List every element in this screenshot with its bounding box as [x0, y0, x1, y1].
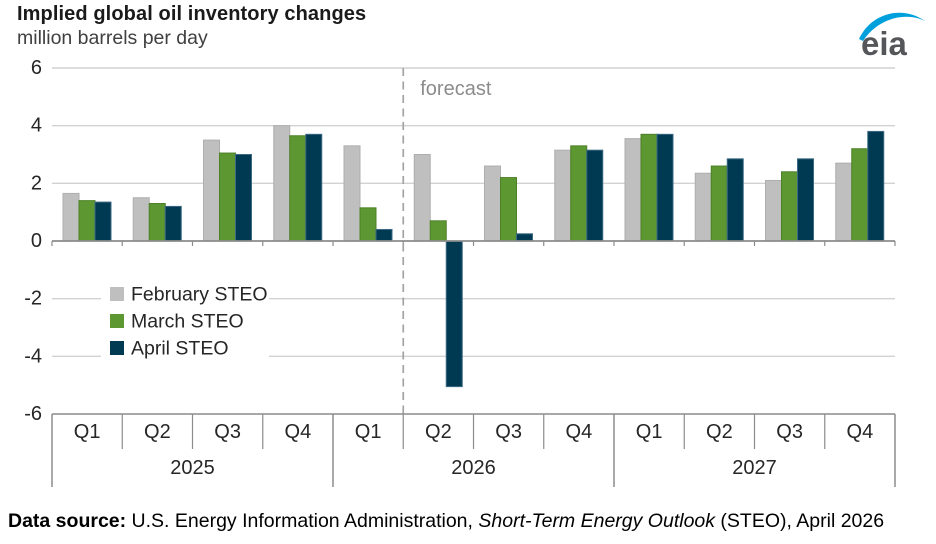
- bar-april-q2-2025: [164, 205, 182, 242]
- y-axis-tick-label: 4: [31, 115, 42, 137]
- bar-march-q2-2025: [148, 203, 166, 242]
- legend-swatch-march: [110, 314, 124, 328]
- bar-april-q3-2025: [235, 154, 252, 242]
- year-label: 2025: [170, 457, 215, 479]
- bar-february-q1-2027: [624, 138, 642, 242]
- quarter-label: Q3: [776, 421, 803, 443]
- chart-title: Implied global oil inventory changes: [17, 3, 367, 25]
- bar-march-q2-2026: [429, 220, 447, 242]
- y-axis-tick-label: 2: [31, 172, 42, 194]
- quarter-label: Q3: [495, 421, 522, 443]
- eia-logo-swoosh-icon: [859, 12, 925, 41]
- bar-march-q2-2027: [710, 165, 728, 242]
- bar-april-q1-2026: [375, 228, 393, 242]
- bar-april-q2-2027: [726, 158, 744, 242]
- forecast-label: forecast: [420, 78, 492, 100]
- data-source-text: U.S. Energy Information Administration,: [126, 510, 479, 532]
- bar-march-q4-2026: [570, 145, 588, 242]
- bar-april-q1-2025: [94, 201, 112, 242]
- bar-chart: 6 4 2 0 -2 -4 -6 forecast February STEO March STE…: [24, 57, 896, 487]
- bar-march-q1-2025: [78, 200, 96, 242]
- eia-logo-graphic: eia: [859, 12, 925, 62]
- legend-label: February STEO: [131, 284, 268, 306]
- bar-february-q1-2026: [343, 145, 361, 242]
- quarter-label: Q3: [214, 421, 241, 443]
- bar-april-q4-2026: [586, 149, 604, 242]
- bar-march-q3-2025: [219, 152, 236, 242]
- legend-swatch-april: [110, 341, 124, 355]
- quarter-label: Q2: [425, 421, 452, 443]
- bar-february-q3-2027: [765, 179, 782, 242]
- legend-background: [101, 280, 269, 360]
- bar-february-q2-2026: [413, 154, 431, 242]
- data-source-label: Data source:: [8, 510, 127, 532]
- quarter-label: Q4: [847, 421, 874, 443]
- bar-march-q4-2025: [289, 135, 307, 242]
- bar-april-q3-2027: [797, 158, 814, 242]
- bar-march-q4-2027: [851, 148, 869, 242]
- bar-february-q3-2025: [203, 139, 220, 242]
- quarter-label: Q4: [285, 421, 312, 443]
- legend-swatch-february: [110, 287, 124, 301]
- eia-logo-text: eia: [861, 25, 908, 62]
- quarter-label: Q1: [74, 421, 101, 443]
- data-source-date: (STEO), April 2026: [715, 510, 885, 532]
- legend-label: March STEO: [131, 311, 244, 333]
- quarter-label: Q2: [706, 421, 733, 443]
- quarter-label: Q4: [566, 421, 593, 443]
- year-label: 2027: [732, 457, 777, 479]
- bar-april-q3-2026: [516, 233, 533, 242]
- y-axis-tick-label: -6: [24, 403, 42, 425]
- quarter-label: Q2: [144, 421, 171, 443]
- y-axis-tick-label: 0: [31, 230, 42, 252]
- y-axis-tick-label: -4: [24, 345, 42, 367]
- bar-march-q1-2026: [359, 207, 377, 242]
- legend-label: April STEO: [131, 338, 229, 360]
- bar-march-q1-2027: [640, 133, 658, 242]
- bar-april-q4-2027: [867, 130, 885, 242]
- bar-february-q4-2027: [835, 162, 853, 242]
- bar-february-q1-2025: [62, 192, 80, 242]
- chart-subtitle: million barrels per day: [17, 27, 208, 49]
- bar-april-q1-2027: [656, 133, 674, 242]
- y-axis-tick-label: 6: [31, 57, 42, 79]
- bar-february-q2-2027: [694, 172, 712, 242]
- data-source: Data source: U.S. Energy Information Adm…: [8, 510, 884, 533]
- bar-april-q2-2026: [445, 240, 463, 388]
- year-label: 2026: [451, 457, 496, 479]
- y-axis-tick-label: -2: [24, 288, 42, 310]
- bar-february-q2-2025: [132, 197, 150, 242]
- bar-march-q3-2027: [781, 171, 798, 242]
- bar-march-q3-2026: [500, 177, 517, 242]
- eia-logo: eia: [852, 4, 930, 62]
- quarter-label: Q1: [355, 421, 382, 443]
- bar-april-q4-2025: [305, 133, 323, 242]
- quarter-label: Q1: [636, 421, 663, 443]
- bar-february-q3-2026: [484, 165, 501, 242]
- bar-february-q4-2026: [554, 149, 572, 242]
- data-source-publication: Short-Term Energy Outlook: [478, 510, 716, 532]
- bar-february-q4-2025: [273, 125, 291, 242]
